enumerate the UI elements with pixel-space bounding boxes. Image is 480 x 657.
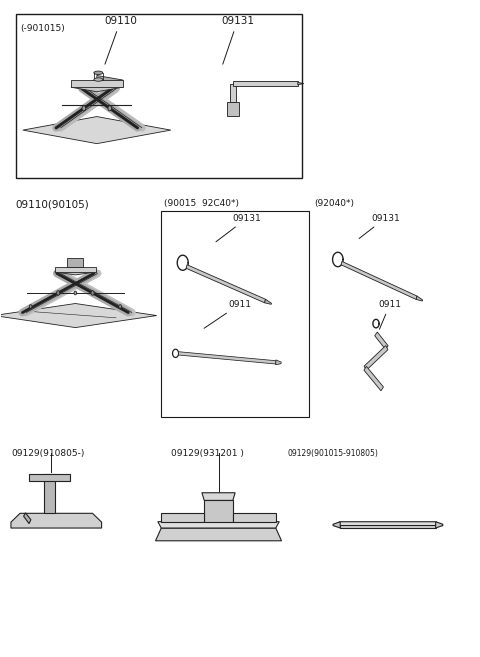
Polygon shape <box>29 474 70 481</box>
Polygon shape <box>71 83 123 92</box>
Polygon shape <box>186 265 265 303</box>
Text: 0911: 0911 <box>378 300 401 329</box>
Text: 09129(910805-): 09129(910805-) <box>11 449 84 458</box>
Polygon shape <box>375 332 388 350</box>
Ellipse shape <box>94 71 103 74</box>
Text: 09110(90105): 09110(90105) <box>16 200 89 210</box>
Polygon shape <box>202 493 235 501</box>
Polygon shape <box>55 267 96 272</box>
Circle shape <box>74 291 77 295</box>
Text: 09131: 09131 <box>359 214 400 238</box>
Polygon shape <box>416 296 423 301</box>
Circle shape <box>29 305 32 308</box>
Text: 09110: 09110 <box>104 16 137 64</box>
Circle shape <box>108 106 112 111</box>
Bar <box>161 211 309 417</box>
Polygon shape <box>204 501 233 522</box>
Polygon shape <box>161 513 204 522</box>
Polygon shape <box>55 269 96 275</box>
Polygon shape <box>156 528 281 541</box>
Text: 0911: 0911 <box>204 300 251 328</box>
Polygon shape <box>233 513 276 522</box>
Polygon shape <box>364 367 384 391</box>
Polygon shape <box>0 304 157 328</box>
Polygon shape <box>276 360 281 365</box>
Bar <box>16 14 302 178</box>
Polygon shape <box>179 351 276 364</box>
Circle shape <box>91 291 94 295</box>
Polygon shape <box>436 522 443 528</box>
Polygon shape <box>71 80 123 87</box>
Polygon shape <box>340 522 436 528</box>
Text: (92040*): (92040*) <box>314 198 354 208</box>
Text: (-901015): (-901015) <box>21 24 65 33</box>
Polygon shape <box>227 102 239 116</box>
Polygon shape <box>23 116 171 144</box>
Text: 09131: 09131 <box>221 16 254 64</box>
Polygon shape <box>24 513 31 524</box>
Circle shape <box>82 106 86 111</box>
Polygon shape <box>333 522 443 526</box>
Polygon shape <box>298 82 304 85</box>
Polygon shape <box>341 261 417 300</box>
Polygon shape <box>333 522 340 528</box>
Polygon shape <box>264 299 272 304</box>
Polygon shape <box>364 346 388 371</box>
Text: 09129(931201 ): 09129(931201 ) <box>171 449 244 458</box>
Polygon shape <box>44 474 55 513</box>
Polygon shape <box>229 83 236 102</box>
Circle shape <box>119 305 121 308</box>
Text: 09131: 09131 <box>216 214 262 242</box>
Polygon shape <box>11 513 102 528</box>
Text: 09129(901015-910805): 09129(901015-910805) <box>288 449 379 458</box>
Ellipse shape <box>94 78 103 81</box>
Text: (90015  92C40*): (90015 92C40*) <box>164 198 239 208</box>
Polygon shape <box>67 258 84 267</box>
Circle shape <box>57 291 60 295</box>
Polygon shape <box>158 522 279 528</box>
Polygon shape <box>97 76 123 87</box>
Polygon shape <box>233 81 298 86</box>
